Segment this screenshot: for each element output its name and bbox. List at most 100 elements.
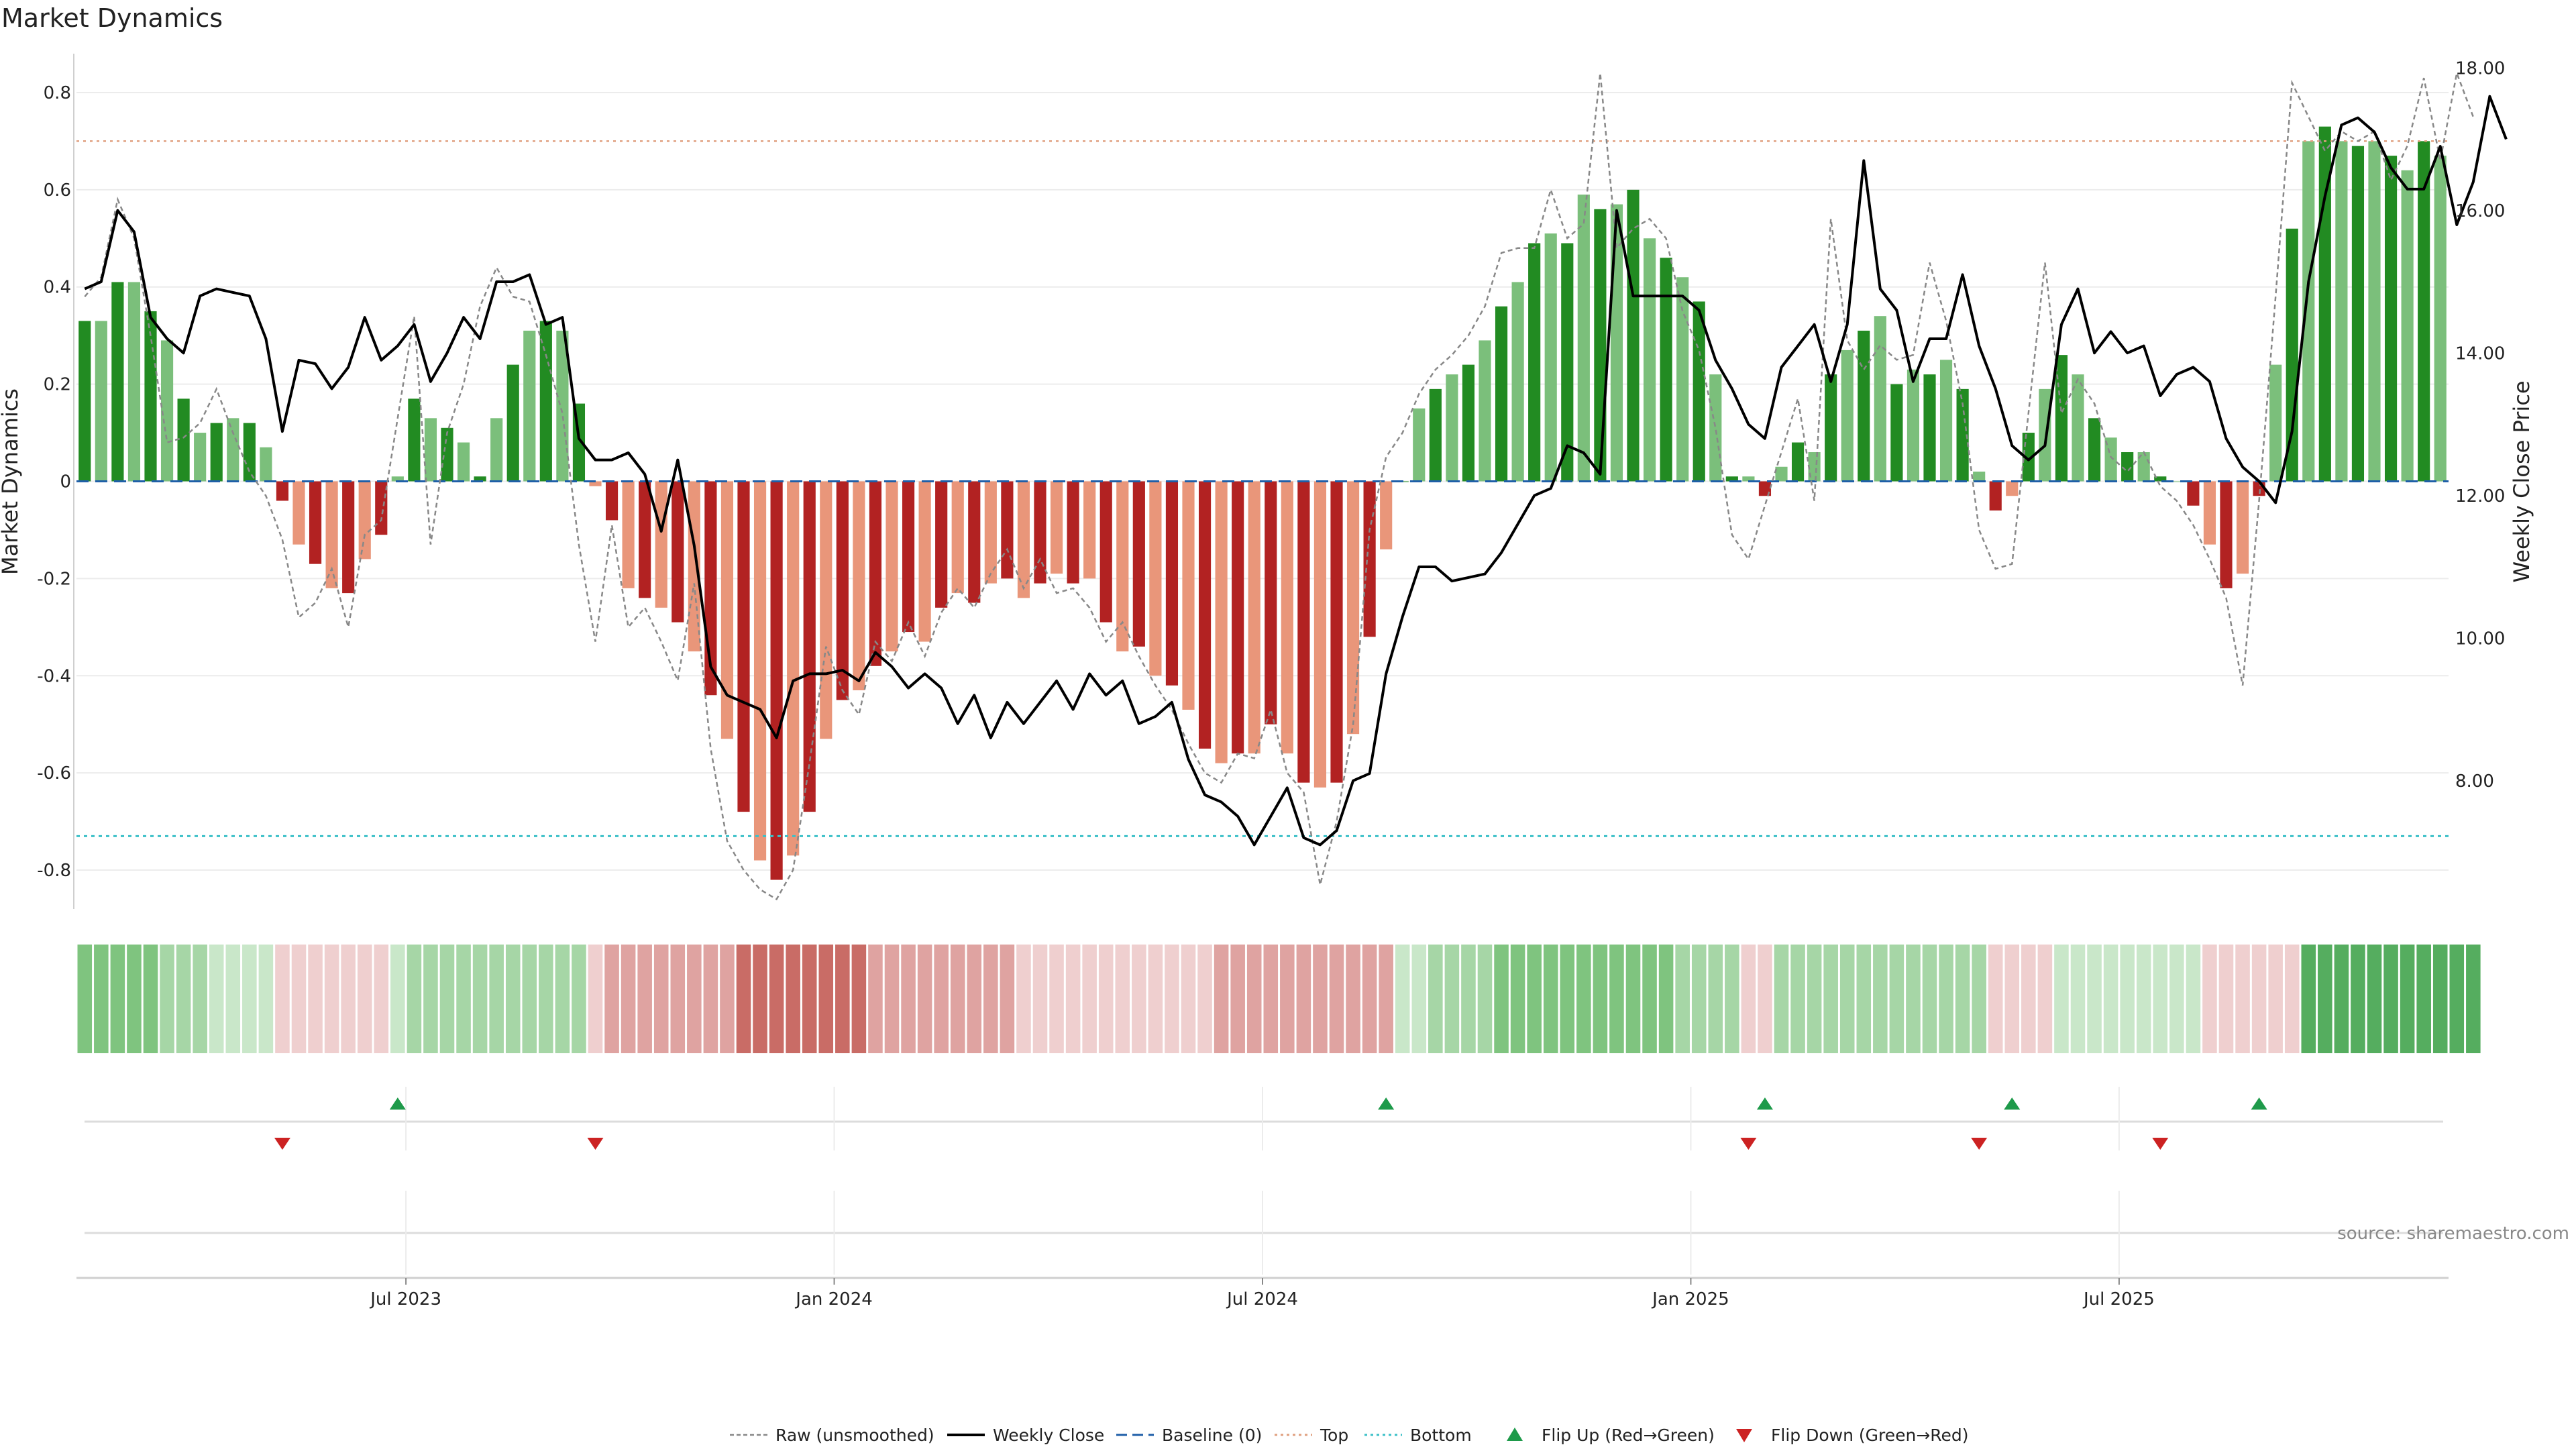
regime-cell bbox=[2087, 945, 2102, 1053]
left-tick-label: 0.8 bbox=[44, 83, 71, 103]
bar bbox=[1594, 209, 1607, 482]
regime-cell bbox=[769, 945, 784, 1053]
bar bbox=[1248, 481, 1260, 754]
bar bbox=[1825, 374, 1837, 482]
bar bbox=[753, 481, 767, 861]
bar bbox=[2418, 141, 2430, 482]
regime-cell bbox=[390, 945, 405, 1053]
bar bbox=[918, 481, 931, 642]
regime-cell bbox=[868, 945, 883, 1053]
regime-cell bbox=[2466, 945, 2481, 1053]
legend-item-top: Top bbox=[1275, 1426, 1348, 1445]
flip-down-marker bbox=[274, 1138, 290, 1150]
regime-cell bbox=[357, 945, 372, 1053]
regime-cell bbox=[1362, 945, 1377, 1053]
bar bbox=[1083, 481, 1096, 579]
bar bbox=[836, 481, 849, 700]
regime-cell bbox=[2153, 945, 2168, 1053]
regime-cell bbox=[703, 945, 718, 1053]
bar bbox=[408, 398, 421, 482]
flip-up-marker bbox=[1378, 1097, 1395, 1110]
regime-cell bbox=[1148, 945, 1163, 1053]
regime-cell bbox=[2186, 945, 2201, 1053]
bar bbox=[2121, 452, 2134, 482]
left-tick-label: 0.4 bbox=[44, 278, 71, 298]
bar bbox=[2072, 374, 2084, 482]
bar bbox=[1544, 233, 1557, 482]
regime-cell bbox=[1758, 945, 1772, 1053]
regime-cell bbox=[2021, 945, 2036, 1053]
bar bbox=[2039, 388, 2051, 482]
regime-cell bbox=[851, 945, 867, 1053]
legend-item-flipdown: Flip Down (Green→Red) bbox=[1736, 1426, 1969, 1445]
regime-cell bbox=[555, 945, 570, 1053]
regime-cell bbox=[324, 945, 339, 1053]
bar bbox=[1890, 384, 1903, 482]
regime-cell bbox=[1625, 945, 1641, 1053]
regime-cell bbox=[1955, 945, 1970, 1053]
regime-cell bbox=[423, 945, 438, 1053]
regime-cell bbox=[1165, 945, 1179, 1053]
regime-cell bbox=[1807, 945, 1822, 1053]
flip-up-marker bbox=[1756, 1097, 1773, 1110]
bar bbox=[1232, 481, 1244, 754]
regime-cell bbox=[1016, 945, 1031, 1053]
bar bbox=[1429, 388, 1442, 482]
regime-cell bbox=[1280, 945, 1295, 1053]
regime-cell bbox=[2318, 945, 2332, 1053]
regime-cell bbox=[1395, 945, 1410, 1053]
regime-cell bbox=[1823, 945, 1838, 1053]
left-tick-label: -0.2 bbox=[37, 569, 71, 589]
regime-cell bbox=[786, 945, 800, 1053]
regime-cell bbox=[653, 945, 669, 1053]
bar bbox=[1165, 481, 1179, 686]
regime-cell bbox=[720, 945, 735, 1053]
bar bbox=[820, 481, 833, 739]
regime-cell bbox=[160, 945, 174, 1053]
regime-cell bbox=[1889, 945, 1904, 1053]
regime-cell bbox=[341, 945, 356, 1053]
regime-cell bbox=[94, 945, 109, 1053]
bar bbox=[1017, 481, 1030, 598]
bar bbox=[2368, 141, 2381, 482]
legend-label: Bottom bbox=[1410, 1426, 1472, 1445]
regime-cell bbox=[1856, 945, 1872, 1053]
bar bbox=[260, 447, 272, 482]
regime-cell bbox=[2449, 945, 2465, 1053]
bar bbox=[342, 481, 355, 594]
right-axis-label: Weekly Close Price bbox=[2509, 380, 2534, 582]
bar bbox=[1034, 481, 1046, 584]
flip-up-marker bbox=[2004, 1097, 2021, 1110]
bar bbox=[1725, 476, 1738, 482]
regime-cell bbox=[604, 945, 619, 1053]
regime-cell bbox=[2235, 945, 2250, 1053]
bar bbox=[1676, 277, 1689, 482]
legend-item-flipup: Flip Up (Red→Green) bbox=[1507, 1426, 1715, 1445]
regime-cell bbox=[472, 945, 488, 1053]
bar bbox=[78, 321, 91, 482]
bar bbox=[1413, 408, 1426, 482]
flip-up-marker bbox=[2251, 1097, 2267, 1110]
regime-cell bbox=[291, 945, 307, 1053]
bar bbox=[1001, 481, 1014, 579]
regime-cell bbox=[1329, 945, 1344, 1053]
regime-strip bbox=[77, 945, 2481, 1053]
regime-cell bbox=[1379, 945, 1393, 1053]
regime-cell bbox=[1593, 945, 1608, 1053]
date-axis: Jul 2023 Jan 2024 Jul 2024 Jan 2025 Jul 2025 bbox=[76, 1277, 2449, 1309]
legend-swatch bbox=[1736, 1429, 1752, 1442]
regime-cell bbox=[1642, 945, 1657, 1053]
regime-cell bbox=[1675, 945, 1690, 1053]
regime-cell bbox=[2301, 945, 2316, 1053]
bar bbox=[935, 481, 948, 608]
regime-cell bbox=[1922, 945, 1937, 1053]
bar bbox=[1907, 369, 1920, 482]
bar bbox=[375, 481, 388, 535]
date-tick-label: Jan 2025 bbox=[1651, 1289, 1729, 1309]
regime-cell bbox=[1098, 945, 1114, 1053]
date-tick-label: Jul 2023 bbox=[369, 1289, 441, 1309]
regime-cell bbox=[1790, 945, 1805, 1053]
bar bbox=[1841, 350, 1854, 482]
regime-cell bbox=[2136, 945, 2151, 1053]
